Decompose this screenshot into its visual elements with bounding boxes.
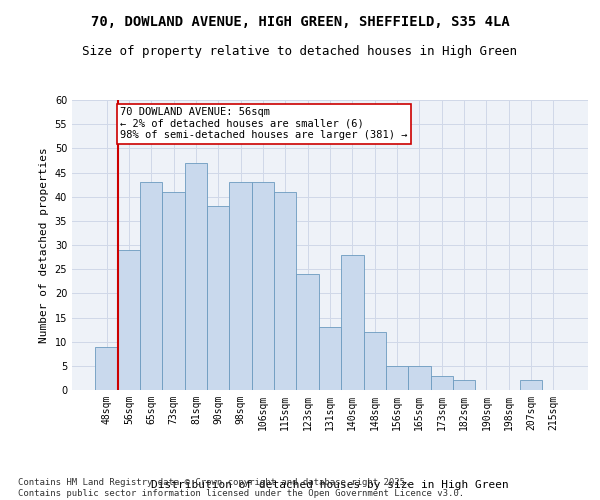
Y-axis label: Number of detached properties: Number of detached properties <box>39 147 49 343</box>
Bar <box>408 366 431 390</box>
Bar <box>296 274 319 390</box>
Text: Contains HM Land Registry data © Crown copyright and database right 2025.
Contai: Contains HM Land Registry data © Crown c… <box>18 478 464 498</box>
Bar <box>319 327 341 390</box>
Bar <box>163 192 185 390</box>
Bar <box>364 332 386 390</box>
Bar <box>95 346 118 390</box>
Bar <box>118 250 140 390</box>
Text: 70, DOWLAND AVENUE, HIGH GREEN, SHEFFIELD, S35 4LA: 70, DOWLAND AVENUE, HIGH GREEN, SHEFFIEL… <box>91 15 509 29</box>
Bar <box>386 366 408 390</box>
Bar <box>453 380 475 390</box>
Text: 70 DOWLAND AVENUE: 56sqm
← 2% of detached houses are smaller (6)
98% of semi-det: 70 DOWLAND AVENUE: 56sqm ← 2% of detache… <box>120 108 407 140</box>
Bar <box>274 192 296 390</box>
Bar <box>185 163 207 390</box>
Text: Size of property relative to detached houses in High Green: Size of property relative to detached ho… <box>83 45 517 58</box>
Bar <box>431 376 453 390</box>
Bar <box>229 182 252 390</box>
Bar <box>341 254 364 390</box>
Text: Distribution of detached houses by size in High Green: Distribution of detached houses by size … <box>151 480 509 490</box>
Bar <box>207 206 229 390</box>
Bar <box>252 182 274 390</box>
Bar <box>520 380 542 390</box>
Bar <box>140 182 163 390</box>
